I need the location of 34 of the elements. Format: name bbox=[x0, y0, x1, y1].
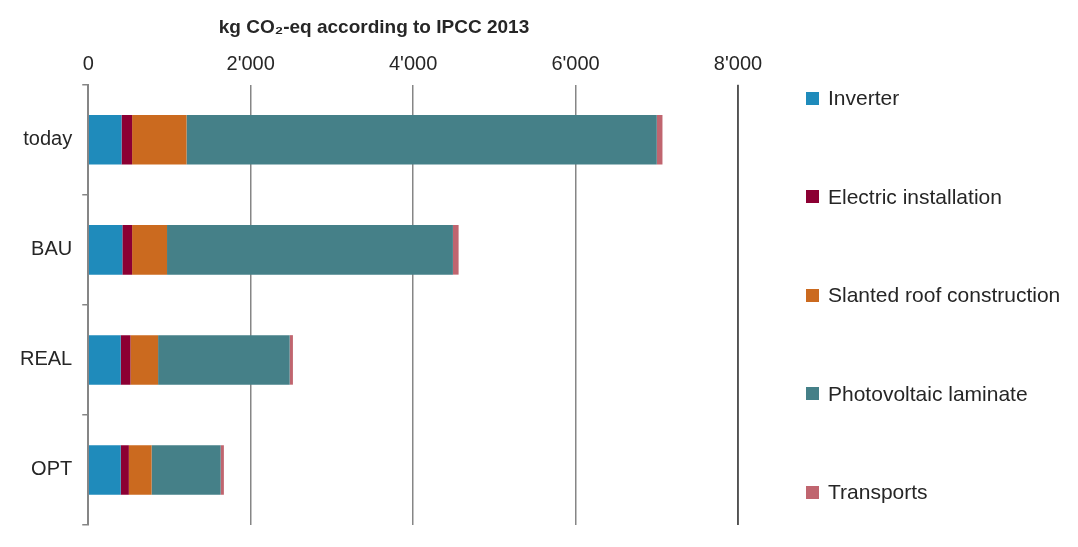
y-tick-label: OPT bbox=[31, 457, 73, 480]
y-tick-label: BAU bbox=[31, 237, 73, 260]
legend-label: Photovoltaic laminate bbox=[828, 380, 1028, 407]
x-tick-label: 6'000 bbox=[551, 52, 600, 75]
legend-label: Inverter bbox=[828, 85, 900, 111]
y-tick-label: today bbox=[23, 127, 73, 150]
bar bbox=[122, 225, 133, 275]
bar bbox=[121, 115, 133, 165]
bar bbox=[120, 445, 129, 495]
chart-title: kg CO₂-eq according to IPCC 2013 bbox=[218, 15, 530, 37]
x-tick-label: 2'000 bbox=[226, 52, 275, 75]
x-tick-label: 4'000 bbox=[388, 52, 438, 75]
legend-label: Transports bbox=[828, 479, 928, 505]
bar bbox=[128, 445, 152, 495]
y-tick-label: REAL bbox=[20, 347, 73, 370]
bar bbox=[289, 335, 293, 385]
bar bbox=[220, 445, 224, 495]
bar bbox=[186, 115, 657, 165]
x-tick-label: 0 bbox=[82, 52, 94, 75]
legend-label: Slanted roof construction bbox=[828, 282, 1061, 308]
legend-label: Electric installation bbox=[828, 183, 1002, 210]
bar bbox=[167, 225, 453, 275]
bar bbox=[130, 335, 159, 385]
bar bbox=[151, 445, 221, 495]
x-tick-label: 8'000 bbox=[713, 52, 763, 75]
bar bbox=[158, 335, 290, 385]
bar bbox=[89, 225, 123, 275]
bar bbox=[132, 225, 168, 275]
bar bbox=[89, 335, 121, 385]
bar bbox=[120, 335, 131, 385]
bar bbox=[89, 445, 121, 495]
bar bbox=[452, 225, 459, 275]
bar bbox=[132, 115, 187, 165]
bar bbox=[89, 115, 122, 165]
